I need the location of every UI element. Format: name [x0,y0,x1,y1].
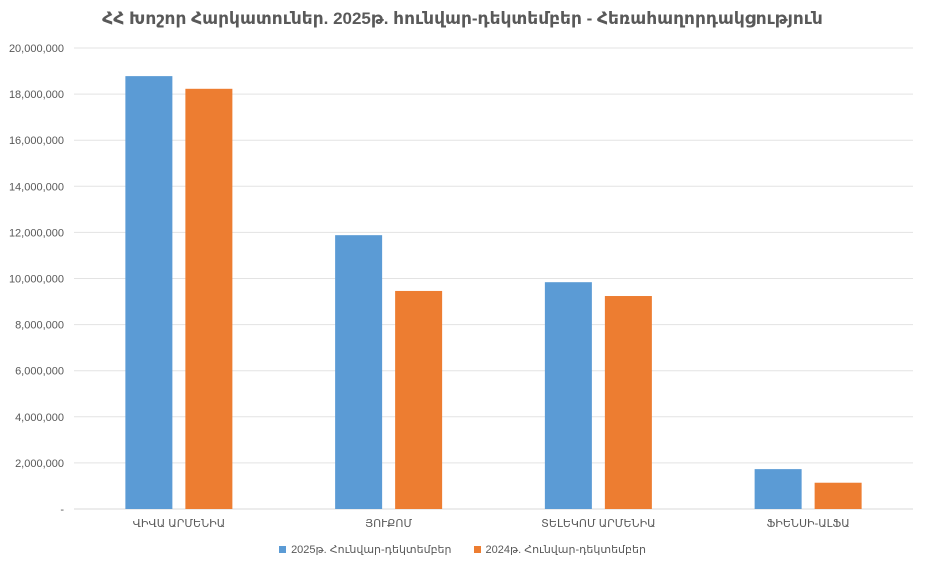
y-tick-label: 6,000,000 [15,366,64,378]
bar-2025 [544,282,592,509]
category-label: ՎԻՎԱ ԱՐՄԵՆԻԱ [133,518,226,530]
legend-label-2025: 2025թ. Հունվար-դեկտեմբեր [291,544,452,556]
bar-2024 [604,296,652,509]
bar-2025 [125,76,173,509]
y-tick-label: 20,000,000 [9,43,64,55]
y-tick-label: 10,000,000 [9,274,64,286]
y-tick-label: 4,000,000 [15,412,64,424]
bar-2025 [335,235,383,509]
y-tick-label: 2,000,000 [15,458,64,470]
chart-title: ՀՀ Խոշոր Հարկատուներ. 2025թ. հունվար-դեկ… [102,9,823,28]
category-label: ՅՈՒՔՈՄ [365,518,412,530]
y-tick-label: 8,000,000 [15,320,64,332]
legend-item-2025: 2025թ. Հունվար-դեկտեմբեր [279,543,452,556]
y-tick-label: 16,000,000 [9,135,64,147]
bar-2024 [185,88,233,510]
y-tick-label: 14,000,000 [9,181,64,193]
legend-label-2024: 2024թ. Հունվար-դեկտեմբեր [485,544,646,556]
y-tick-label: 12,000,000 [9,227,64,239]
category-label: ՏԵԼԵԿՈՄ ԱՐՄԵՆԻԱ [541,518,655,530]
bar-2025 [754,469,802,509]
legend-swatch-2025 [279,546,287,553]
chart-legend: 2025թ. Հունվար-դեկտեմբեր 2024թ. Հունվար-… [0,543,925,556]
y-tick-label: - [60,504,64,516]
legend-item-2024: 2024թ. Հունվար-դեկտեմբեր [473,543,646,556]
category-label: ՖԻԵՆՍԻ-ԱԼՖԱ [767,518,850,530]
bar-2024 [814,482,862,509]
legend-swatch-2024 [473,546,481,553]
y-tick-label: 18,000,000 [9,89,64,101]
bar-2024 [395,290,443,509]
